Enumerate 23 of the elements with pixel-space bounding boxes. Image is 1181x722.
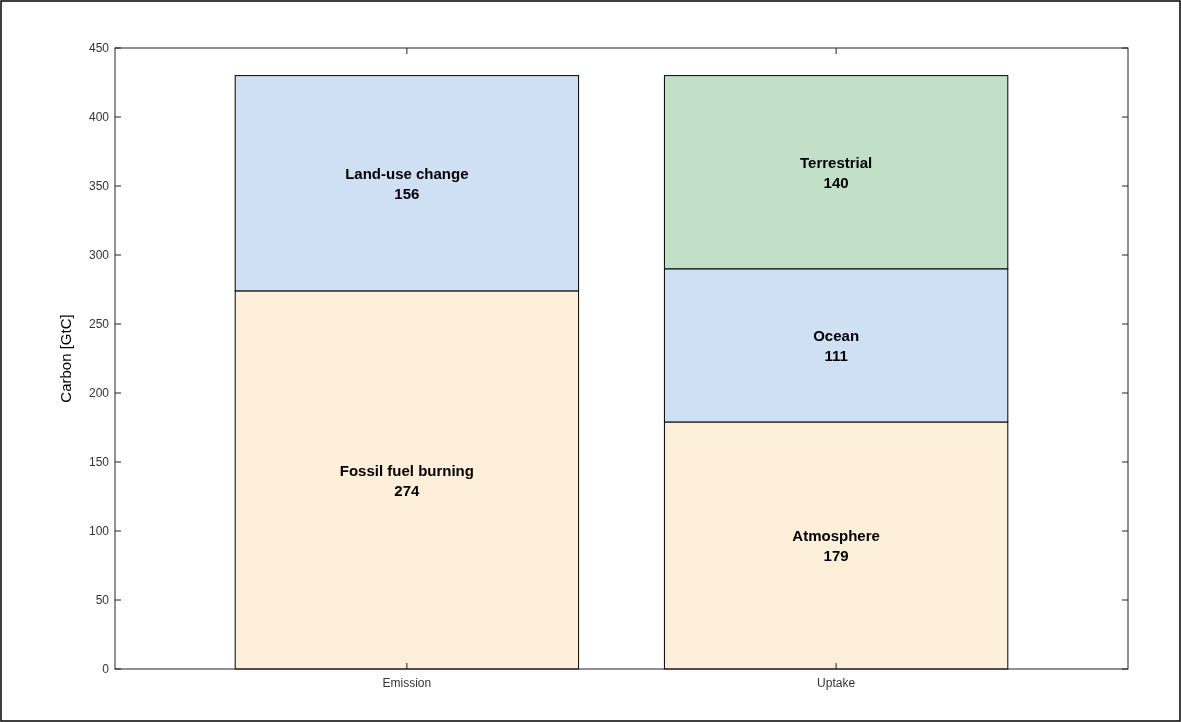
series-label: Land-use change [345,165,469,183]
y-tick-label: 150 [88,455,110,469]
x-tick-label: Uptake [817,676,856,690]
y-tick-label: 300 [88,248,110,262]
y-tick-label: 200 [88,386,110,400]
y-tick-label: 350 [88,179,110,193]
y-axis-title: Carbon [GtC] [57,314,74,403]
y-tick-label: 450 [88,41,110,55]
data-label: 179 [823,547,849,565]
series-label: Ocean [813,327,860,345]
x-tick-label: Emission [382,676,432,690]
y-tick-label: 0 [102,662,110,676]
series-label: Fossil fuel burning [339,461,474,479]
series-label: Atmosphere [792,527,880,545]
data-label: 111 [824,347,848,365]
series-label: Terrestrial [799,154,873,172]
y-tick-label: 100 [88,524,110,538]
y-tick-label: 400 [88,110,110,124]
data-label: 156 [394,185,420,203]
data-label: 140 [823,174,849,192]
y-tick-label: 250 [88,317,110,331]
data-label: 274 [394,481,421,499]
y-tick-label: 50 [95,593,110,607]
